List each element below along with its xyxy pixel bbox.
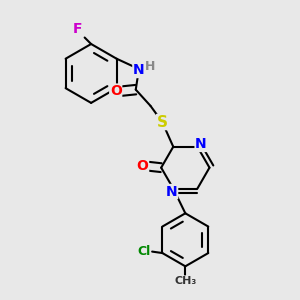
Text: Cl: Cl [137,245,151,258]
Text: N: N [133,64,145,77]
Text: O: O [137,159,148,173]
Text: F: F [73,22,83,36]
Text: N: N [166,184,178,199]
Text: O: O [110,84,122,98]
Text: H: H [145,60,155,73]
Text: S: S [157,115,168,130]
Text: N: N [195,137,207,152]
Text: CH₃: CH₃ [174,276,196,286]
